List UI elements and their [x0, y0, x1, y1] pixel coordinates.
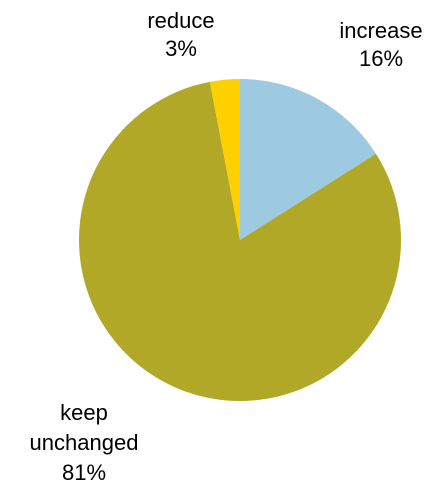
pie-slice-increase — [240, 79, 376, 240]
slice-label-line: unchanged — [30, 430, 139, 455]
pie-slice-keep-unchanged — [79, 81, 402, 401]
pie-labels: increase 16% keep unchanged 81% reduce 3% — [30, 8, 423, 485]
slice-label-line: increase — [339, 18, 422, 43]
pie-slice-reduce — [209, 79, 240, 240]
slice-label-line: keep — [60, 400, 108, 425]
pie-slices — [79, 79, 402, 401]
slice-label-line: reduce — [147, 8, 214, 33]
slice-label-line: 81% — [62, 460, 106, 485]
slice-label-keep-unchanged: keep unchanged 81% — [30, 400, 139, 485]
slice-label-increase: increase 16% — [339, 18, 422, 71]
slice-label-line: 3% — [165, 36, 197, 61]
slice-label-line: 16% — [359, 46, 403, 71]
slice-label-reduce: reduce 3% — [147, 8, 214, 61]
